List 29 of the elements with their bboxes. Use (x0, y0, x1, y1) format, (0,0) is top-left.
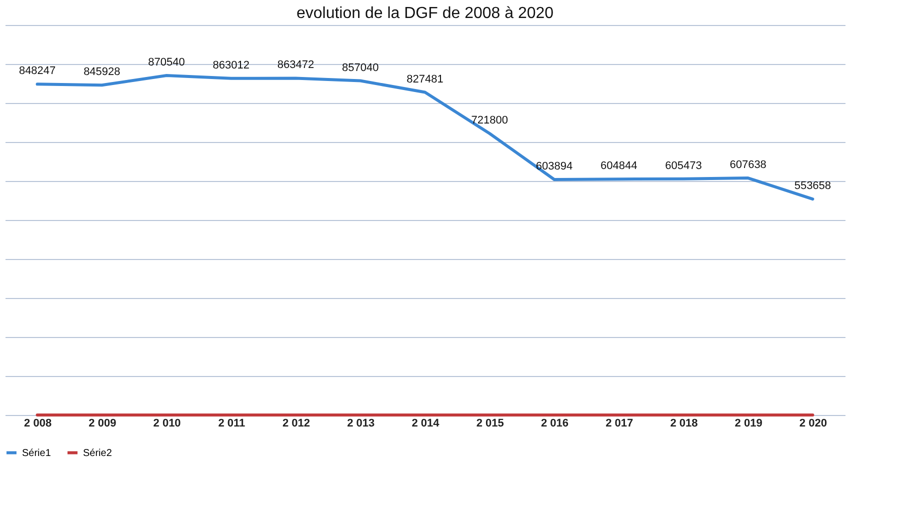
x-tick-label: 2 008 (24, 418, 52, 430)
chart-title: evolution de la DGF de 2008 à 2020 (296, 5, 554, 22)
data-label: 845928 (84, 66, 120, 78)
x-tick-label: 2 015 (476, 418, 504, 430)
data-label: 721800 (471, 114, 508, 126)
x-tick-label: 2 013 (347, 418, 375, 430)
data-label: 863012 (212, 59, 250, 72)
data-label: 605473 (665, 160, 702, 172)
x-tick-label: 2 011 (218, 418, 246, 430)
x-tick-label: 2 020 (799, 418, 827, 430)
data-label: 848247 (18, 65, 56, 78)
legend-label: Série2 (83, 448, 112, 459)
x-tick-label: 2 009 (88, 418, 116, 430)
data-label: 607638 (730, 159, 766, 172)
data-label: 604844 (600, 160, 638, 172)
legend-label: Série1 (22, 448, 52, 459)
data-label: 603894 (536, 160, 573, 172)
data-label: 870540 (148, 56, 185, 68)
data-label: 857040 (342, 62, 379, 74)
x-tick-label: 2 012 (282, 418, 310, 430)
x-tick-label: 2 016 (540, 418, 568, 430)
data-label: 553658 (794, 180, 832, 192)
x-tick-label: 2 010 (153, 418, 181, 430)
x-tick-label: 2 014 (412, 418, 440, 430)
x-tick-label: 2 019 (734, 418, 762, 430)
data-label: 827481 (406, 73, 444, 86)
x-tick-label: 2 017 (606, 418, 634, 430)
x-tick-label: 2 018 (670, 418, 698, 430)
data-label: 863472 (277, 59, 314, 72)
